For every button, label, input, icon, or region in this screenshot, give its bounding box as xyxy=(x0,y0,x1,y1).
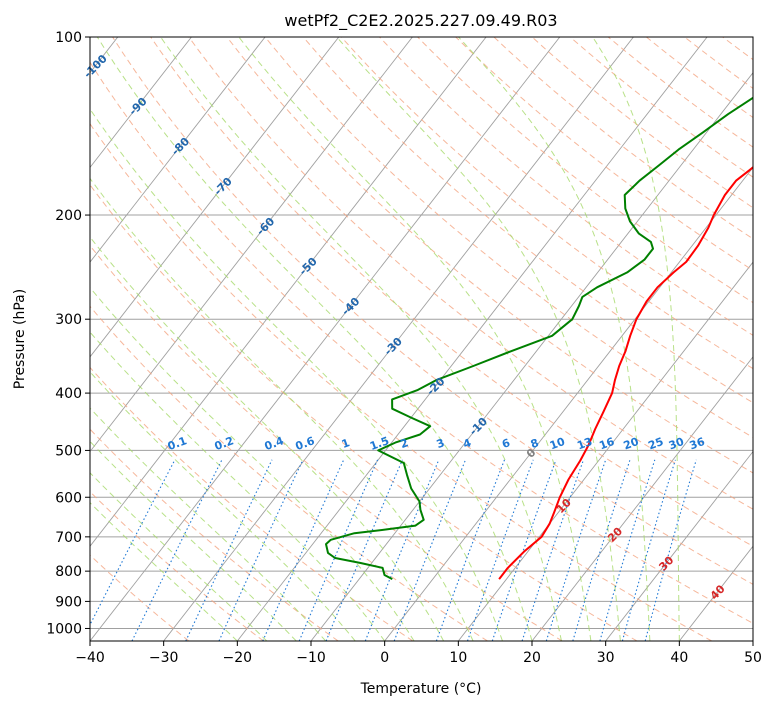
y-tick-label: 400 xyxy=(55,386,82,402)
y-axis-label: Pressure (hPa) xyxy=(12,289,28,389)
y-tick-label: 600 xyxy=(55,490,82,506)
x-tick-label: 30 xyxy=(597,650,615,666)
x-tick-label: −20 xyxy=(223,650,253,666)
y-tick-label: 900 xyxy=(55,594,82,610)
x-tick-label: 0 xyxy=(380,650,389,666)
x-tick-label: 10 xyxy=(449,650,467,666)
chart-title: wetPf2_C2E2.2025.227.09.49.R03 xyxy=(284,11,557,31)
y-tick-label: 1000 xyxy=(46,621,82,637)
x-tick-label: −40 xyxy=(75,650,105,666)
y-tick-label: 700 xyxy=(55,530,82,546)
x-tick-label: 40 xyxy=(670,650,688,666)
y-tick-label: 500 xyxy=(55,443,82,459)
x-tick-label: 20 xyxy=(523,650,541,666)
x-axis-label: Temperature (°C) xyxy=(360,681,482,697)
y-tick-label: 100 xyxy=(55,30,82,46)
x-tick-label: −10 xyxy=(296,650,326,666)
y-tick-label: 200 xyxy=(55,208,82,224)
y-tick-label: 300 xyxy=(55,312,82,328)
x-tick-label: 50 xyxy=(744,650,762,666)
y-tick-label: 800 xyxy=(55,564,82,580)
x-tick-label: −30 xyxy=(149,650,179,666)
